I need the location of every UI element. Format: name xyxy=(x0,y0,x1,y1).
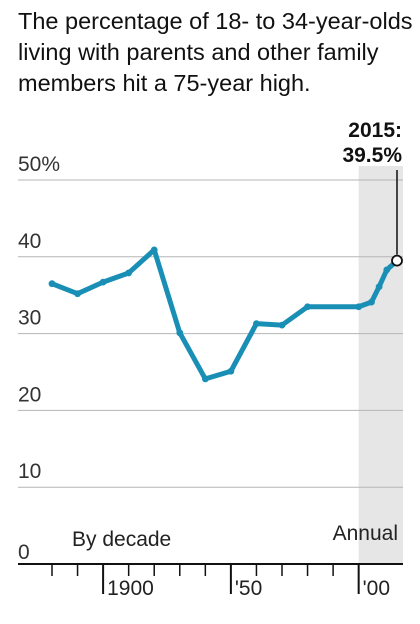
y-tick-label: 10 xyxy=(18,460,41,483)
callout-year: 2015: xyxy=(348,119,402,142)
data-point xyxy=(201,375,209,383)
y-tick-label: 0 xyxy=(18,541,30,564)
chart-headline: The percentage of 18- to 34-year-olds li… xyxy=(18,8,413,96)
callout-marker xyxy=(391,254,403,267)
y-axis: 0 10 20 30 40 50% xyxy=(18,153,60,564)
data-point xyxy=(74,290,81,298)
y-tick-label: 50% xyxy=(18,153,60,176)
data-point xyxy=(355,303,363,311)
series-line xyxy=(49,247,400,382)
gridlines xyxy=(18,179,403,488)
series-group xyxy=(48,246,403,383)
data-point xyxy=(227,367,235,375)
data-point xyxy=(99,278,107,286)
x-axis: 1900 '50 '00 xyxy=(51,564,390,600)
data-point xyxy=(125,269,133,277)
x-tick-label: '00 xyxy=(363,577,390,600)
data-point xyxy=(48,280,56,288)
data-point xyxy=(383,266,391,274)
x-tick-label: '50 xyxy=(235,577,262,600)
data-point xyxy=(150,246,158,254)
by-decade-label: By decade xyxy=(72,528,171,551)
data-point xyxy=(253,320,260,328)
data-point xyxy=(304,303,311,311)
y-tick-label: 20 xyxy=(18,383,41,406)
y-tick-label: 30 xyxy=(18,307,41,330)
y-tick-label: 40 xyxy=(18,230,41,253)
data-point xyxy=(375,283,383,291)
data-point xyxy=(368,298,375,306)
annual-shaded-region xyxy=(358,166,403,564)
data-point xyxy=(176,329,184,337)
callout-value: 39.5% xyxy=(342,144,402,167)
x-tick-label: 1900 xyxy=(107,577,154,600)
annual-label: Annual xyxy=(333,522,398,545)
data-point xyxy=(278,321,286,329)
